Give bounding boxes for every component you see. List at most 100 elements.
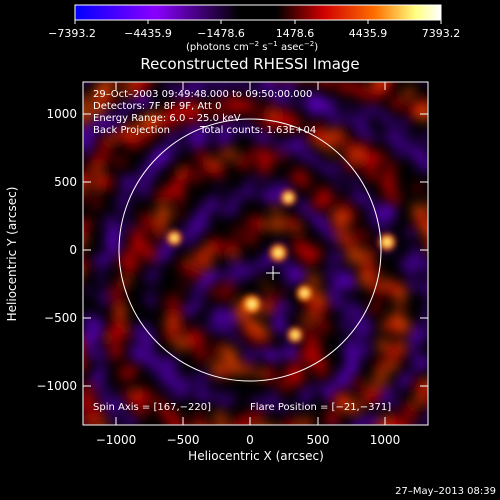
image-texture-blob (264, 374, 273, 383)
image-texture-blob (152, 229, 161, 238)
image-texture-blob (414, 357, 427, 370)
image-texture-blob (198, 345, 206, 353)
image-texture-blob (103, 124, 112, 134)
image-texture-blob (261, 163, 272, 174)
image-texture-blob (201, 114, 208, 122)
image-texture-blob (375, 359, 388, 372)
image-texture-blob (169, 131, 179, 142)
colorbar-units: (photons cm−2 s−1 asec−2) (186, 40, 318, 53)
spin-axis-marker (266, 266, 280, 280)
image-texture-blob (200, 153, 210, 164)
image-texture-blob (317, 186, 330, 199)
image-texture-blob (141, 335, 155, 350)
image-texture-blob (210, 391, 222, 402)
image-texture-blob (258, 304, 268, 315)
image-texture-blob (177, 83, 191, 97)
bright-source (301, 290, 308, 297)
y-tick-label: 0 (69, 243, 77, 257)
image-texture-blob (313, 291, 325, 304)
image-texture-blob (175, 195, 184, 204)
image-texture-blob (401, 260, 413, 272)
image-texture-blob (352, 116, 362, 126)
image-texture-blob (235, 99, 249, 113)
image-texture-blob (425, 301, 428, 310)
image-texture-blob (422, 311, 428, 324)
image-texture-blob (68, 402, 79, 413)
image-texture-blob (307, 150, 319, 163)
colorbar-tick-label: 1478.6 (276, 27, 315, 40)
image-texture-blob (236, 157, 249, 170)
image-texture-blob (233, 227, 242, 236)
image-texture-blob (70, 225, 80, 235)
image-texture-blob (277, 152, 286, 162)
image-texture-blob (199, 285, 207, 293)
image-texture-blob (249, 215, 264, 230)
image-texture-blob (272, 193, 284, 205)
image-texture-blob (340, 397, 351, 409)
image-texture-blob (294, 225, 302, 233)
image-texture-blob (268, 390, 277, 399)
image-texture-blob (324, 386, 338, 399)
image-texture-blob (157, 206, 171, 219)
image-texture-blob (218, 366, 231, 378)
colorbar (74, 4, 442, 21)
image-texture-blob (345, 312, 353, 320)
image-texture-blob (320, 82, 328, 87)
image-texture-blob (83, 350, 84, 355)
image-texture-blob (83, 332, 94, 346)
image-texture-blob (415, 68, 424, 77)
image-texture-blob (351, 150, 362, 160)
image-texture-blob (246, 319, 255, 328)
image-texture-blob (230, 248, 239, 256)
image-texture-blob (371, 132, 381, 142)
image-texture-blob (70, 231, 81, 242)
y-axis-label: Heliocentric Y (arcsec) (5, 187, 19, 322)
image-texture-blob (320, 99, 335, 114)
image-texture-blob (96, 92, 106, 102)
image-texture-blob (428, 237, 434, 243)
image-texture-blob (397, 419, 411, 425)
image-texture-blob (83, 172, 94, 185)
image-texture-blob (214, 412, 226, 423)
image-texture-blob (339, 165, 347, 172)
image-texture-blob (147, 297, 157, 307)
image-texture-blob (398, 379, 409, 390)
image-texture-blob (122, 86, 132, 96)
solar-limb (118, 118, 382, 382)
image-texture-blob (359, 105, 371, 117)
image-texture-blob (351, 302, 360, 310)
image-texture-blob (385, 384, 395, 394)
image-texture-blob (141, 162, 150, 171)
image-texture-blob (105, 386, 115, 395)
image-texture-blob (346, 159, 359, 171)
image-texture-blob (83, 138, 93, 152)
image-texture-blob (251, 397, 260, 406)
image-texture-blob (83, 424, 87, 425)
image-texture-blob (378, 288, 388, 298)
image-texture-blob (343, 83, 354, 94)
image-texture-blob (123, 214, 131, 223)
image-texture-blob (118, 104, 128, 114)
image-texture-blob (222, 273, 230, 282)
image-texture-blob (186, 335, 194, 344)
image-texture-blob (407, 102, 422, 117)
image-texture-blob (338, 200, 348, 209)
image-texture-blob (343, 365, 357, 379)
image-texture-blob (244, 219, 251, 226)
image-texture-blob (434, 141, 441, 148)
image-texture-blob (89, 375, 96, 382)
image-texture-blob (395, 151, 403, 159)
image-texture-blob (99, 348, 109, 358)
image-texture-blob (72, 363, 83, 374)
image-texture-blob (381, 175, 392, 186)
image-texture-blob (407, 369, 417, 379)
image-texture-blob (141, 168, 153, 180)
image-texture-blob (364, 339, 372, 347)
image-texture-blob (380, 112, 388, 121)
image-texture-blob (326, 285, 340, 299)
image-texture-blob (281, 269, 292, 280)
image-texture-blob (76, 68, 89, 81)
image-texture-blob (245, 180, 254, 189)
image-texture-blob (402, 133, 414, 145)
image-texture-blob (165, 328, 177, 340)
